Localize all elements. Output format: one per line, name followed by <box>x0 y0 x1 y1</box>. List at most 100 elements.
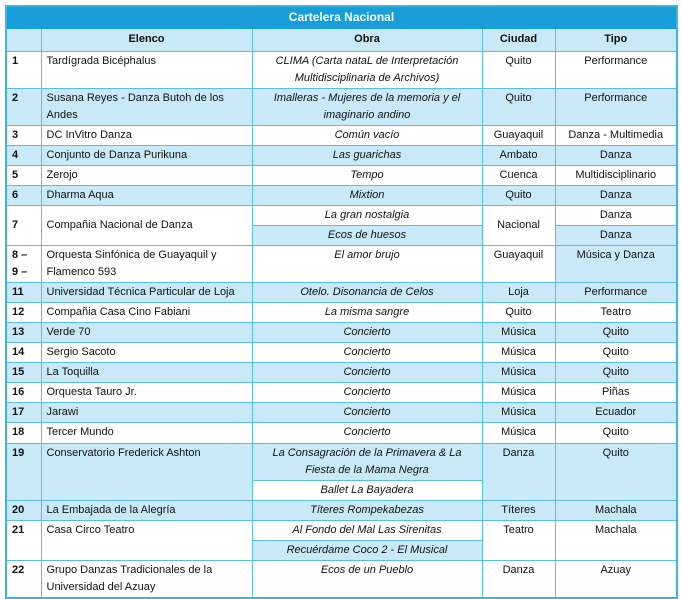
row-number-cell: 19 <box>5 442 42 501</box>
tipo-cell: Multidisciplinario <box>554 164 678 186</box>
obra-cell: La misma sangre <box>251 302 483 324</box>
elenco-cell: Conjunto de Danza Purikuna <box>40 144 253 166</box>
tipo-cell: Azuay <box>554 559 678 599</box>
ciudad-cell: Títeres <box>481 499 556 521</box>
obra-cell: Mixtion <box>251 184 483 206</box>
obra-cell: Concierto <box>251 342 483 364</box>
ciudad-cell: Quito <box>481 302 556 324</box>
elenco-cell: Universidad Técnica Particular de Loja <box>40 282 253 304</box>
ciudad-cell: Música <box>481 422 556 444</box>
tipo-cell: Danza <box>554 184 678 206</box>
column-header-row: Elenco Obra Ciudad Tipo <box>5 27 678 52</box>
row-number-cell: 21 <box>5 519 42 561</box>
tipo-cell: Quito <box>554 322 678 344</box>
document-page: Cartelera Nacional Elenco Obra Ciudad Ti… <box>5 5 678 599</box>
tipo-cell: Quito <box>554 422 678 444</box>
tipo-cell: Piñas <box>554 382 678 404</box>
row-number-cell: 14 <box>5 342 42 364</box>
ciudad-cell: Loja <box>481 282 556 304</box>
row-number-cell: 22 <box>5 559 42 599</box>
obra-cell: La Consagración de la Primavera & La Fie… <box>251 442 483 481</box>
obra-cell: Concierto <box>251 322 483 344</box>
row-number-cell: 12 <box>5 302 42 324</box>
obra-cell: Común vacío <box>251 124 483 146</box>
ciudad-cell: Guayaquil <box>481 245 556 284</box>
table-row: 3 DC InVitro Danza Común vacío Guayaquil Dan… <box>5 124 678 146</box>
elenco-cell: Compañia Nacional de Danza <box>40 204 253 247</box>
row-number-cell: 15 <box>5 362 42 384</box>
obra-cell: Concierto <box>251 402 483 424</box>
row-number-cell: 13 <box>5 322 42 344</box>
col-header-num <box>5 27 42 52</box>
table-row: 5 Zerojo Tempo Cuenca Multidisciplinario <box>5 164 678 186</box>
table-row: 4 Conjunto de Danza Purikuna Las guarichas… <box>5 144 678 166</box>
ciudad-cell: Danza <box>481 559 556 599</box>
obra-cell: Las guarichas <box>251 144 483 166</box>
row-number-cell: 8 – 9 – <box>5 245 42 284</box>
ciudad-cell: Danza <box>481 442 556 501</box>
elenco-cell: La Embajada de la Alegría <box>40 499 253 521</box>
table-row: 12 Compañia Casa Cino Fabiani La misma san… <box>5 302 678 324</box>
row-number-cell: 6 <box>5 184 42 206</box>
elenco-cell: Orquesta Sinfónica de Guayaquil y Flamen… <box>40 245 253 284</box>
ciudad-cell: Teatro <box>481 519 556 561</box>
obra-cell: Títeres Rompekabezas <box>251 499 483 521</box>
obra-cell: Otelo. Disonancia de Celos <box>251 282 483 304</box>
tipo-cell: Performance <box>554 50 678 89</box>
tipo-cell: Quito <box>554 442 678 501</box>
table-subrow: Recuérdame Coco 2 - El Musical <box>6 539 677 561</box>
tipo-cell: Performance <box>554 282 678 304</box>
row-number-cell: 3 <box>5 124 42 146</box>
table-row: 6 Dharma Aqua Mixtion Quito Danza <box>5 184 678 206</box>
tipo-cell: Ecuador <box>554 402 678 424</box>
obra-cell: Ecos de huesos <box>251 225 483 247</box>
obra-cell: La gran nostalgia <box>251 204 483 227</box>
elenco-cell: Sergio Sacoto <box>40 342 253 364</box>
obra-cell: Recuérdame Coco 2 - El Musical <box>251 539 483 561</box>
obra-cell: Ecos de un Pueblo <box>251 559 483 599</box>
ciudad-cell: Música <box>481 402 556 424</box>
elenco-cell: Jarawi <box>40 402 253 424</box>
row-number-cell: 5 <box>5 164 42 186</box>
row-number-cell: 2 <box>5 87 42 126</box>
tipo-cell: Machala <box>554 519 678 561</box>
elenco-cell: Dharma Aqua <box>40 184 253 206</box>
obra-cell: Ballet La Bayadera <box>251 479 483 501</box>
tipo-cell: Música y Danza <box>554 245 678 284</box>
row-number-cell: 20 <box>5 499 42 521</box>
row-number-cell: 18 <box>5 422 42 444</box>
tipo-cell: Danza <box>554 204 678 227</box>
elenco-cell: Tercer Mundo <box>40 422 253 444</box>
tipo-cell: Quito <box>554 342 678 364</box>
elenco-cell: Compañia Casa Cino Fabiani <box>40 302 253 324</box>
elenco-cell: Zerojo <box>40 164 253 186</box>
obra-cell: CLIMA (Carta nataL de Interpretación Mul… <box>251 50 483 89</box>
elenco-cell: Tardígrada Bicéphalus <box>40 50 253 89</box>
col-header-obra: Obra <box>251 27 483 52</box>
elenco-cell: La Toquilla <box>40 362 253 384</box>
row-number-cell: 11 <box>5 282 42 304</box>
table-row: 14 Sergio Sacoto Concierto Música Quito <box>5 342 678 364</box>
ciudad-cell: Quito <box>481 184 556 206</box>
elenco-cell: DC InVitro Danza <box>40 124 253 146</box>
ciudad-cell: Música <box>481 382 556 404</box>
col-header-tipo: Tipo <box>554 27 678 52</box>
table-row: 8 – 9 – Orquesta Sinfónica de Guayaquil y… <box>5 245 678 284</box>
row-number-cell: 7 <box>5 204 42 247</box>
ciudad-cell: Guayaquil <box>481 124 556 146</box>
table-row: 1 Tardígrada Bicéphalus CLIMA (Carta nataL… <box>5 50 678 89</box>
tipo-cell: Machala <box>554 499 678 521</box>
ciudad-cell: Nacional <box>481 204 556 247</box>
obra-cell: Tempo <box>251 164 483 186</box>
obra-cell: Concierto <box>251 362 483 384</box>
tipo-cell: Quito <box>554 362 678 384</box>
table-row: 21 Casa Circo Teatro Al Fondo del Mal Las … <box>5 519 678 561</box>
row-number-cell: 17 <box>5 402 42 424</box>
elenco-cell: Susana Reyes - Danza Butoh de los Andes <box>40 87 253 126</box>
obra-cell: Concierto <box>251 382 483 404</box>
table-row: 13 Verde 70 Concierto Música Quito <box>5 322 678 344</box>
ciudad-cell: Música <box>481 342 556 364</box>
obra-cell: Imalleras - Mujeres de la memoria y el i… <box>251 87 483 126</box>
table-subrow: Ecos de huesos Danza <box>6 225 678 247</box>
elenco-cell: Grupo Danzas Tradicionales de la Univers… <box>40 559 253 599</box>
